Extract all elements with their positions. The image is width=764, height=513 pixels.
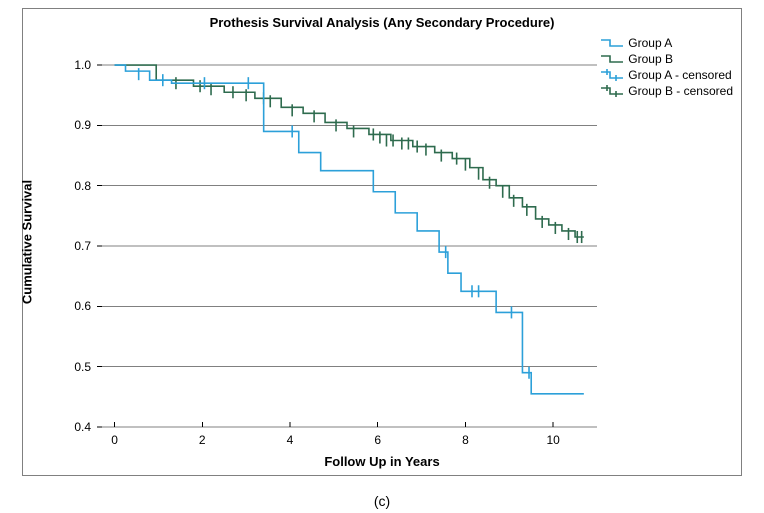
legend-item-group-a: Group A xyxy=(600,35,733,51)
y-tick-label: 0.6 xyxy=(57,299,91,313)
x-tick-label: 10 xyxy=(538,433,568,447)
legend-swatch-group-b-icon xyxy=(600,51,624,67)
x-tick-label: 4 xyxy=(275,433,305,447)
chart-title: Prothesis Survival Analysis (Any Seconda… xyxy=(23,15,741,30)
x-axis-label: Follow Up in Years xyxy=(23,454,741,469)
y-tick-label: 0.7 xyxy=(57,239,91,253)
y-tick-label: 0.9 xyxy=(57,118,91,132)
x-tick-label: 8 xyxy=(450,433,480,447)
legend-label-group-b-censored: Group B - censored xyxy=(628,83,733,99)
legend-swatch-group-b-censored-icon xyxy=(600,83,624,99)
y-tick-label: 0.8 xyxy=(57,179,91,193)
legend-item-group-b-censored: Group B - censored xyxy=(600,83,733,99)
subfigure-caption: (c) xyxy=(0,493,764,509)
x-tick-label: 2 xyxy=(187,433,217,447)
x-tick-label: 6 xyxy=(363,433,393,447)
legend-label-group-a-censored: Group A - censored xyxy=(628,67,731,83)
legend: Group A Group B Group A - censored Group… xyxy=(600,35,733,99)
y-axis-label: Cumulative Survival xyxy=(20,180,35,304)
y-tick-label: 0.5 xyxy=(57,360,91,374)
legend-item-group-b: Group B xyxy=(600,51,733,67)
plot-area: 0.40.50.60.70.80.91.00246810 xyxy=(97,47,597,427)
legend-label-group-a: Group A xyxy=(628,35,672,51)
legend-swatch-group-a-censored-icon xyxy=(600,67,624,83)
y-tick-label: 1.0 xyxy=(57,58,91,72)
plot-svg xyxy=(97,47,597,427)
legend-item-group-a-censored: Group A - censored xyxy=(600,67,733,83)
x-tick-label: 0 xyxy=(100,433,130,447)
legend-label-group-b: Group B xyxy=(628,51,673,67)
y-tick-label: 0.4 xyxy=(57,420,91,434)
chart-frame: Prothesis Survival Analysis (Any Seconda… xyxy=(22,8,742,476)
legend-swatch-group-a-icon xyxy=(600,35,624,51)
